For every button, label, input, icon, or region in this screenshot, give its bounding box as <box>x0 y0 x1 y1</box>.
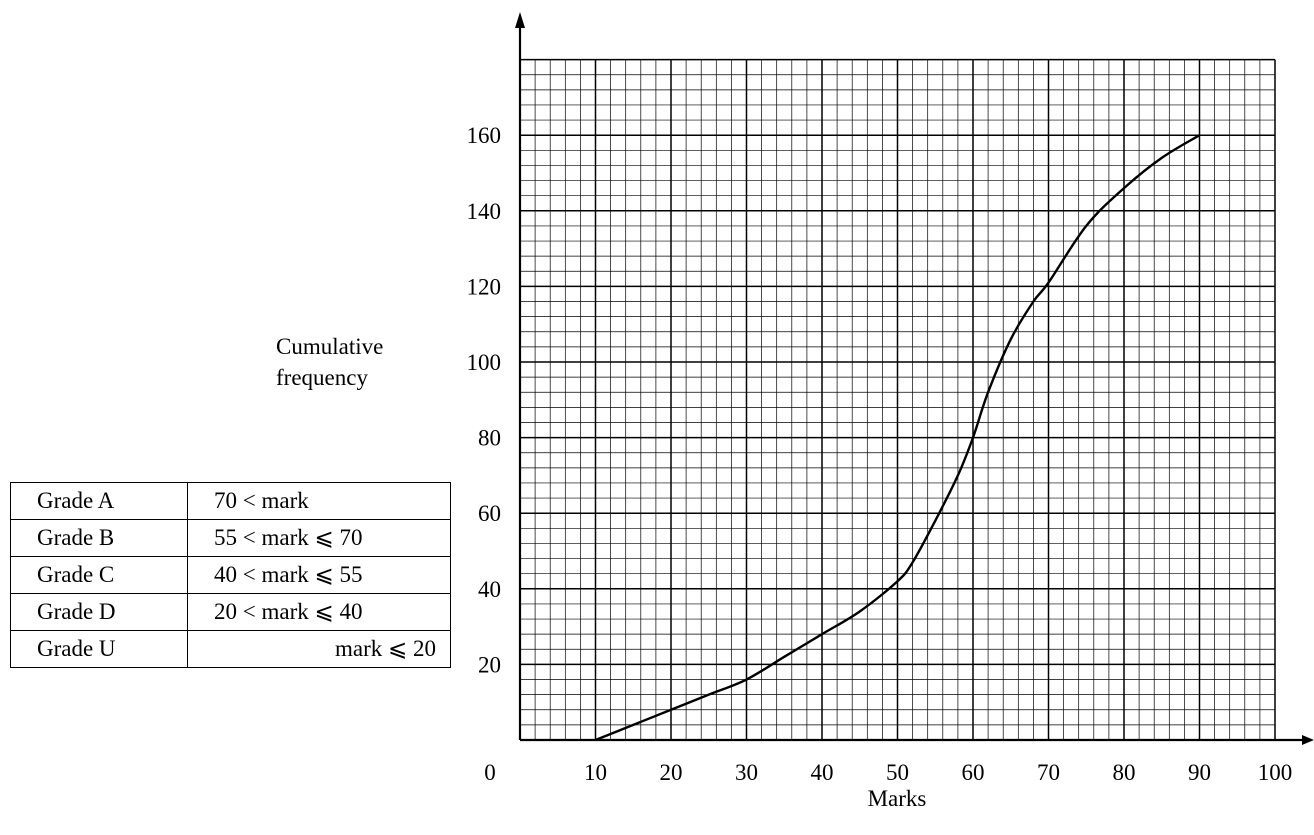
x-tick-label: 20 <box>660 760 683 785</box>
axes <box>515 12 1314 745</box>
range-cell: mark ⩽ 20 <box>187 630 451 668</box>
grade-cell: Grade C <box>10 556 188 594</box>
range-cell: 70 < mark <box>187 482 451 520</box>
y-axis-arrow <box>515 12 525 28</box>
x-tick-label: 40 <box>811 760 834 785</box>
y-tick-label: 20 <box>478 652 501 677</box>
y-tick-label: 100 <box>467 350 502 375</box>
x-tick-label: 80 <box>1113 760 1136 785</box>
x-tick-label: 70 <box>1037 760 1060 785</box>
table-row: Grade C 40 < mark ⩽ 55 <box>10 556 451 594</box>
grade-cell: Grade U <box>10 630 188 668</box>
y-tick-label: 40 <box>478 577 501 602</box>
range-cell: 55 < mark ⩽ 70 <box>187 519 451 557</box>
series <box>595 134 1201 742</box>
table-row: Grade A 70 < mark <box>10 482 451 520</box>
tick-labels: 0 10 20 30 40 50 60 70 80 90 100 20 40 60 80 100 120 140 1… <box>467 123 1293 785</box>
grid <box>520 58 1276 740</box>
table-row: Grade D 20 < mark ⩽ 40 <box>10 593 451 631</box>
y-axis-label: Cumulative frequency <box>276 331 416 393</box>
x-axis-label: Marks <box>868 786 927 811</box>
range-cell: 40 < mark ⩽ 55 <box>187 556 451 594</box>
table-row: Grade B 55 < mark ⩽ 70 <box>10 519 451 557</box>
x-tick-label: 100 <box>1258 760 1293 785</box>
x-axis-arrow <box>1302 735 1314 745</box>
grade-cell: Grade D <box>10 593 188 631</box>
y-axis-label-line-2: frequency <box>276 365 368 390</box>
x-tick-label: 10 <box>584 760 607 785</box>
y-tick-label: 60 <box>478 501 501 526</box>
x-tick-label: 50 <box>886 760 909 785</box>
grade-cell: Grade A <box>10 482 188 520</box>
grade-cell: Grade B <box>10 519 188 557</box>
x-tick-label: 30 <box>735 760 758 785</box>
range-cell: 20 < mark ⩽ 40 <box>187 593 451 631</box>
y-tick-label: 80 <box>478 426 501 451</box>
y-tick-label: 120 <box>467 274 502 299</box>
y-tick-label: 140 <box>467 199 502 224</box>
table-row: Grade U mark ⩽ 20 <box>10 630 451 668</box>
x-tick-label: 60 <box>962 760 985 785</box>
grade-table: Grade A 70 < mark Grade B 55 < mark ⩽ 70… <box>10 482 451 668</box>
y-axis-label-line-1: Cumulative <box>276 334 384 359</box>
y-tick-label: 160 <box>467 123 502 148</box>
x-tick-label: 0 <box>484 760 496 785</box>
cumulative-frequency-curve <box>595 134 1201 742</box>
x-tick-label: 90 <box>1188 760 1211 785</box>
